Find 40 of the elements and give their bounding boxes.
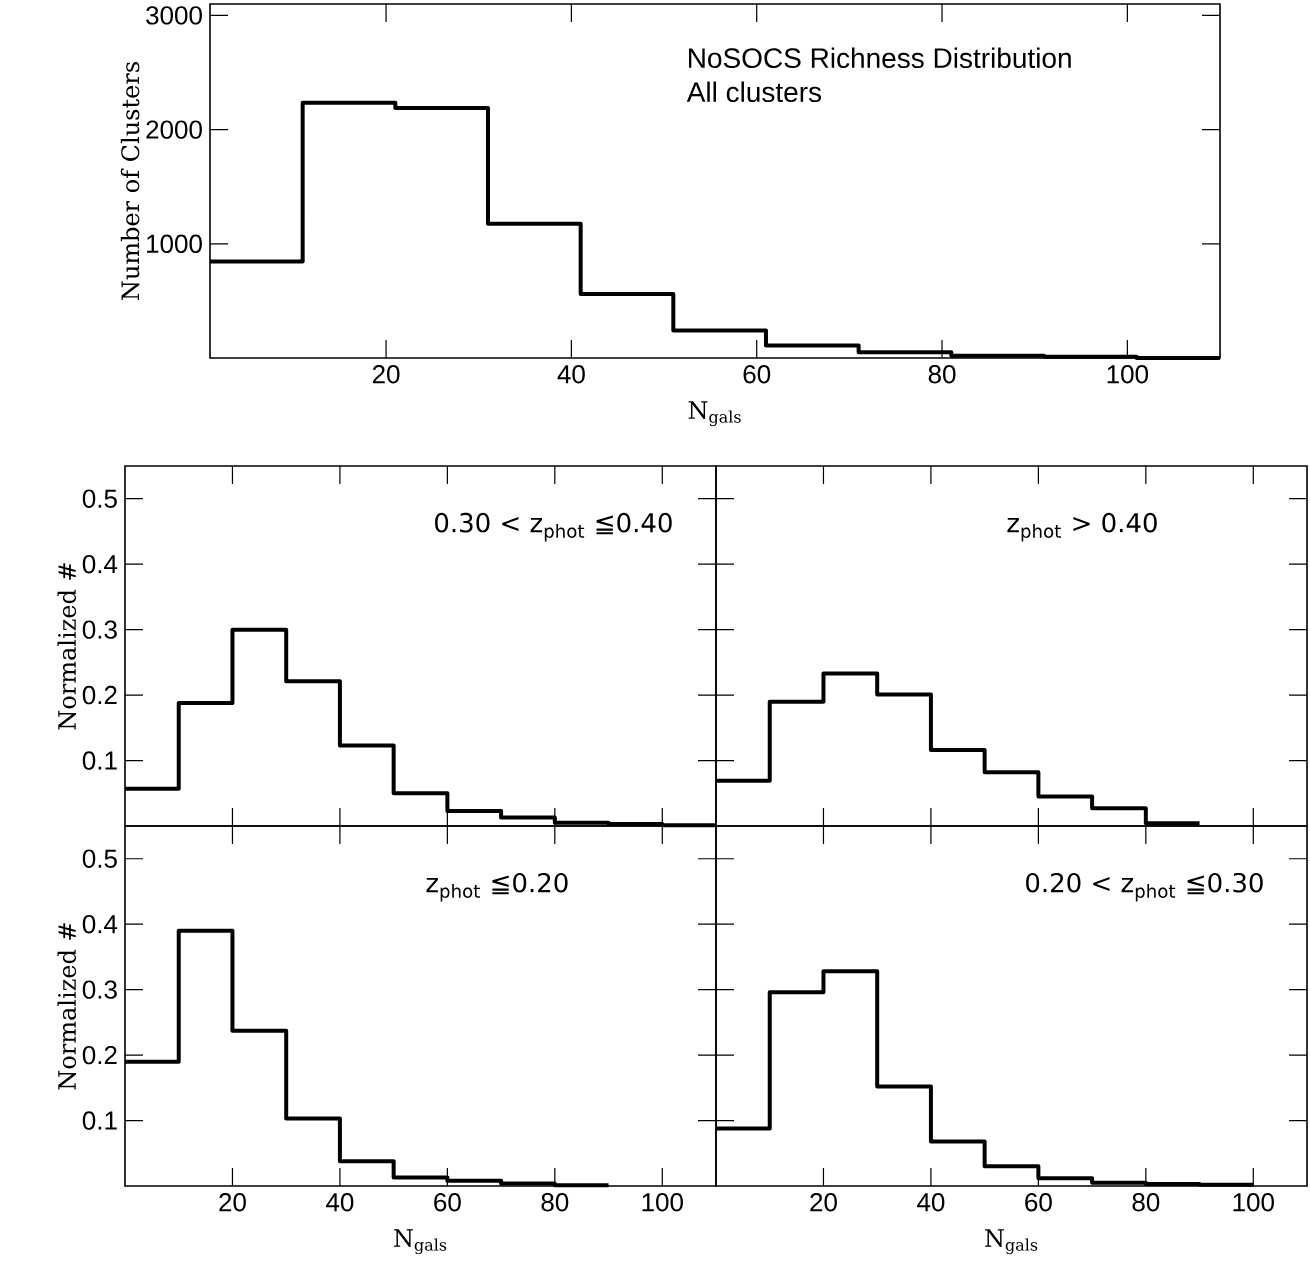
x-tick-label: 60 [1025,1193,1052,1212]
y-tick-label: 0.3 [82,980,117,999]
annotation: NoSOCS Richness Distribution [689,47,1071,69]
x-tick-label: 60 [743,365,771,384]
annotation: 0.30 < z$_{phot}$ ≦0.40 [435,512,672,542]
x-tick-label: 40 [326,1193,354,1212]
y-axis-title: Normalized # [57,923,77,1090]
y-tick-label: 0.1 [82,1111,117,1130]
y-tick-label: 0.5 [82,489,117,508]
y-tick-label: 1000 [147,234,202,253]
annotation: All clusters [686,81,822,103]
x-tick-label: 100 [1233,1193,1274,1212]
y-tick-label: 0.5 [82,849,117,868]
y-tick-label: 0.3 [82,620,117,639]
annotation: z$_{phot}$ > 0.40 [1007,512,1157,542]
annotation: 0.20 < z$_{phot}$ ≦0.30 [1026,872,1263,902]
y-tick-label: 0.4 [82,914,118,934]
x-tick-label: 20 [810,1193,837,1212]
x-axis-title: N$_{gals}$ [688,401,741,427]
x-tick-label: 80 [928,365,956,384]
x-tick-label: 100 [642,1193,683,1212]
x-tick-label: 80 [1132,1193,1160,1212]
x-tick-label: 40 [557,365,585,384]
y-tick-label: 0.2 [82,1045,117,1065]
annotation: z$_{phot}$ ≦0.20 [426,872,568,902]
x-tick-label: 80 [541,1193,569,1212]
y-tick-label: 0.4 [82,554,118,574]
y-tick-label: 0.2 [82,685,117,705]
x-tick-label: 100 [1107,365,1149,384]
y-axis-title: Number of Clusters [120,62,140,300]
y-tick-label: 2000 [146,120,202,139]
x-axis-title: N$_{gals}$ [394,1229,447,1255]
x-axis-title: N$_{gals}$ [985,1229,1038,1255]
y-tick-label: 3000 [146,6,202,25]
x-tick-label: 40 [917,1193,945,1212]
y-tick-label: 0.1 [82,751,117,770]
y-axis-title: Normalized # [57,563,77,730]
x-tick-label: 20 [372,365,400,384]
x-tick-label: 20 [219,1193,246,1212]
x-tick-label: 60 [434,1193,461,1212]
